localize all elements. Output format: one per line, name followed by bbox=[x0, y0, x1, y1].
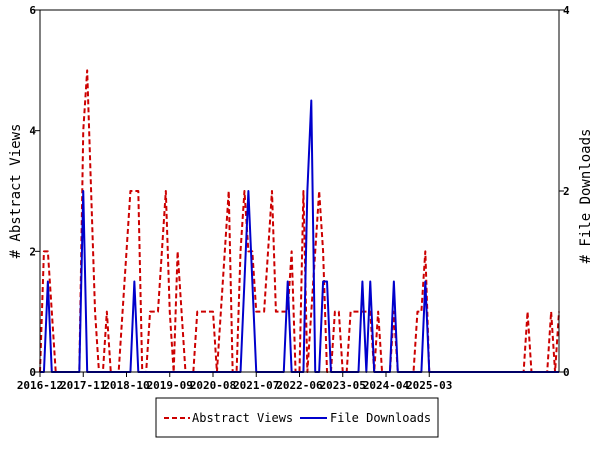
x-tick-label: 2020-08 bbox=[190, 379, 236, 392]
x-tick-label: 2023-05 bbox=[320, 379, 366, 392]
y-axis-right-title: # File Downloads bbox=[578, 129, 594, 264]
legend-label-file-downloads: File Downloads bbox=[330, 411, 431, 425]
x-tick-label: 2017-11 bbox=[60, 379, 107, 392]
y-left-tick-label: 4 bbox=[29, 125, 36, 138]
y-left-tick-label: 0 bbox=[29, 366, 36, 379]
y-left-tick-label: 6 bbox=[29, 4, 36, 17]
x-tick-label: 2024-04 bbox=[363, 379, 410, 392]
axis-layer: 2016-122017-112018-102019-092020-082021-… bbox=[17, 4, 570, 392]
x-tick-label: 2019-09 bbox=[147, 379, 193, 392]
plot-background bbox=[40, 10, 559, 372]
y-right-tick-label: 0 bbox=[563, 366, 570, 379]
x-tick-label: 2021-07 bbox=[233, 379, 279, 392]
legend-label-abstract-views: Abstract Views bbox=[192, 411, 293, 425]
x-tick-label: 2022-06 bbox=[276, 379, 323, 392]
y-axis-left-title: # Abstract Views bbox=[8, 124, 24, 259]
x-tick-label: 2016-12 bbox=[17, 379, 63, 392]
y-left-tick-label: 2 bbox=[29, 245, 36, 258]
x-tick-label: 2025-03 bbox=[406, 379, 452, 392]
y-right-tick-label: 2 bbox=[563, 185, 570, 198]
x-tick-label: 2018-10 bbox=[103, 379, 149, 392]
legend: Abstract Views File Downloads bbox=[155, 397, 439, 438]
y-right-tick-label: 4 bbox=[563, 4, 570, 17]
legend-box bbox=[155, 397, 439, 438]
